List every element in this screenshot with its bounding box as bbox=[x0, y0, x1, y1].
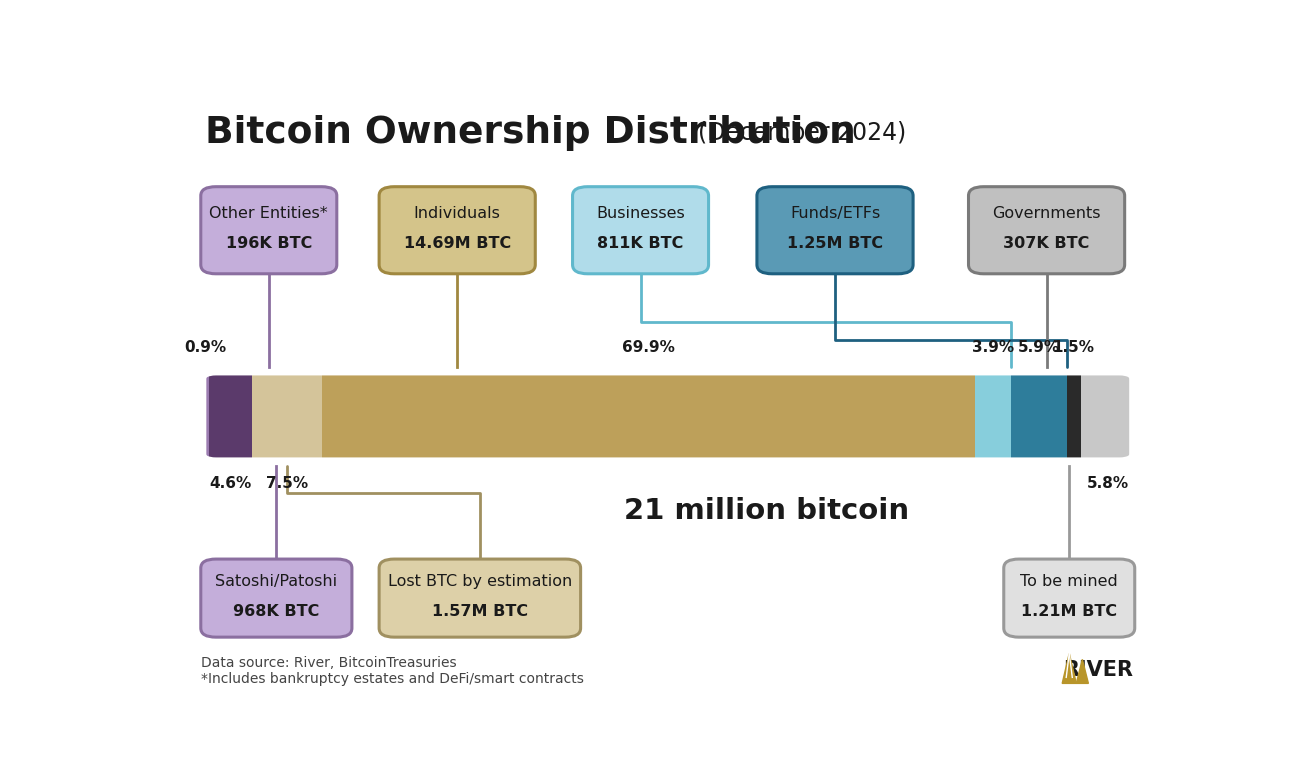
Text: 21 million bitcoin: 21 million bitcoin bbox=[624, 497, 910, 525]
Text: 1.21M BTC: 1.21M BTC bbox=[1022, 604, 1117, 619]
Text: 69.9%: 69.9% bbox=[623, 340, 675, 355]
Text: 811K BTC: 811K BTC bbox=[598, 236, 684, 251]
FancyBboxPatch shape bbox=[322, 370, 975, 463]
FancyBboxPatch shape bbox=[380, 186, 536, 274]
Text: 14.69M BTC: 14.69M BTC bbox=[403, 236, 511, 251]
Text: Individuals: Individuals bbox=[413, 206, 501, 221]
Text: 307K BTC: 307K BTC bbox=[1004, 236, 1089, 251]
FancyBboxPatch shape bbox=[968, 186, 1124, 274]
FancyBboxPatch shape bbox=[1004, 559, 1135, 637]
Text: 3.9%: 3.9% bbox=[972, 340, 1014, 355]
Text: Bitcoin Ownership Distribution: Bitcoin Ownership Distribution bbox=[205, 115, 855, 151]
Text: RIVER: RIVER bbox=[1062, 660, 1132, 680]
FancyBboxPatch shape bbox=[1066, 370, 1080, 463]
Text: To be mined: To be mined bbox=[1020, 574, 1118, 589]
FancyBboxPatch shape bbox=[975, 370, 1011, 463]
Text: Other Entities*: Other Entities* bbox=[209, 206, 328, 221]
FancyBboxPatch shape bbox=[200, 186, 337, 274]
FancyBboxPatch shape bbox=[252, 370, 322, 463]
Polygon shape bbox=[1062, 654, 1076, 683]
Text: 1.57M BTC: 1.57M BTC bbox=[432, 604, 528, 619]
Text: Lost BTC by estimation: Lost BTC by estimation bbox=[387, 574, 572, 589]
Text: 968K BTC: 968K BTC bbox=[233, 604, 320, 619]
FancyBboxPatch shape bbox=[572, 186, 708, 274]
Text: 4.6%: 4.6% bbox=[209, 476, 252, 491]
Text: 5.8%: 5.8% bbox=[1087, 476, 1128, 491]
FancyBboxPatch shape bbox=[1080, 370, 1135, 463]
FancyBboxPatch shape bbox=[1011, 370, 1066, 463]
Text: 5.9%: 5.9% bbox=[1018, 340, 1060, 355]
Text: 196K BTC: 196K BTC bbox=[226, 236, 312, 251]
Text: 7.5%: 7.5% bbox=[266, 476, 308, 491]
Text: Businesses: Businesses bbox=[597, 206, 685, 221]
Polygon shape bbox=[1076, 659, 1088, 683]
Text: (December 2024): (December 2024) bbox=[698, 121, 906, 144]
Text: Data source: River, BitcoinTreasuries: Data source: River, BitcoinTreasuries bbox=[200, 656, 456, 670]
Text: Satoshi/Patoshi: Satoshi/Patoshi bbox=[216, 574, 338, 589]
Text: Funds/ETFs: Funds/ETFs bbox=[790, 206, 880, 221]
FancyBboxPatch shape bbox=[200, 370, 209, 463]
FancyBboxPatch shape bbox=[380, 559, 581, 637]
Text: *Includes bankruptcy estates and DeFi/smart contracts: *Includes bankruptcy estates and DeFi/sm… bbox=[200, 672, 584, 686]
Text: 0.9%: 0.9% bbox=[183, 340, 226, 355]
FancyBboxPatch shape bbox=[757, 186, 913, 274]
FancyBboxPatch shape bbox=[209, 370, 252, 463]
Text: 1.5%: 1.5% bbox=[1053, 340, 1095, 355]
Text: 1.25M BTC: 1.25M BTC bbox=[786, 236, 883, 251]
Text: Governments: Governments bbox=[992, 206, 1101, 221]
FancyBboxPatch shape bbox=[200, 559, 352, 637]
